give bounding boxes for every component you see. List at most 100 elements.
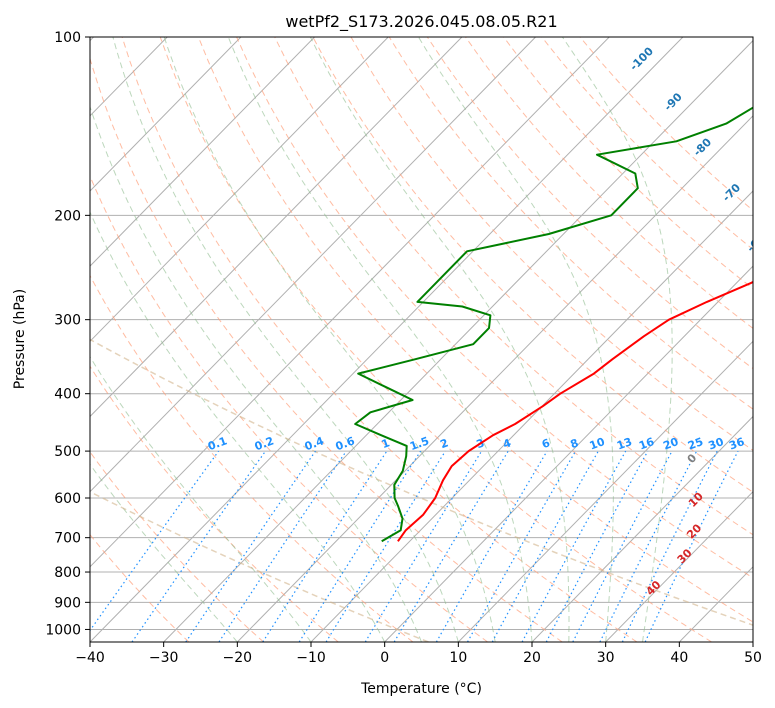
height-label: -90 — [662, 90, 685, 113]
mixing-ratio-line — [545, 450, 649, 642]
mixing-ratio-label: 0.4 — [303, 434, 326, 453]
mixing-ratio-label: 36 — [727, 435, 746, 453]
mixing-ratio-line — [599, 450, 698, 642]
x-tick-label: 50 — [744, 650, 762, 666]
isotherm-line — [605, 490, 753, 642]
moist-adiabat — [561, 37, 673, 642]
dry-adiabat — [426, 37, 753, 370]
mixing-ratio-line — [90, 450, 220, 632]
isotherm-line — [90, 37, 315, 267]
dry-adiabat — [236, 37, 753, 579]
moist-adiabat — [90, 105, 422, 642]
height-label: 30 — [675, 546, 695, 566]
dewpoint-profile-line — [354, 106, 753, 543]
dry-adiabat — [90, 274, 414, 642]
dry-adiabat — [90, 175, 488, 642]
height-label: -80 — [691, 135, 714, 158]
dry-adiabat — [90, 56, 563, 642]
y-tick-label: 600 — [54, 491, 81, 507]
reference-curve — [90, 490, 429, 642]
x-tick-label: 10 — [449, 650, 467, 666]
moist-adiabat — [90, 463, 238, 642]
x-tick-label: −10 — [296, 650, 326, 666]
x-tick-label: 30 — [597, 650, 615, 666]
mixing-ratio-label: 8 — [569, 436, 581, 451]
y-axis: 100 200 300 400 500 600 700 800 900 1000 — [45, 30, 90, 638]
mixing-ratio-label: 13 — [615, 435, 634, 452]
moist-adiabat — [112, 37, 459, 642]
mixing-ratio-label: 10 — [588, 435, 607, 453]
isotherm-line — [90, 37, 610, 568]
mixing-ratio-line — [185, 450, 316, 642]
isotherm-line — [752, 641, 753, 642]
mixing-ratio-line — [572, 450, 673, 642]
y-tick-label: 700 — [54, 531, 81, 547]
dry-adiabat — [579, 37, 753, 212]
x-tick-label: 20 — [523, 650, 541, 666]
mixing-ratio-line — [218, 450, 347, 642]
x-tick-label: −30 — [149, 650, 179, 666]
mixing-ratio-label: 16 — [637, 435, 656, 453]
mixing-ratio-line — [131, 450, 266, 642]
y-tick-label: 300 — [54, 313, 81, 329]
mixing-ratio-line — [262, 450, 388, 642]
height-label: 10 — [686, 490, 706, 510]
dry-adiabat — [90, 533, 190, 642]
y-tick-label: 900 — [54, 595, 81, 611]
dry-adiabat — [159, 37, 712, 642]
x-tick-label: 0 — [380, 650, 389, 666]
isotherm-line — [310, 190, 753, 642]
dry-adiabat — [350, 37, 753, 451]
dry-adiabat — [121, 37, 638, 642]
mixing-ratio-label: 1 — [380, 436, 392, 451]
height-label: 20 — [684, 521, 704, 541]
x-tick-label: −40 — [75, 650, 105, 666]
mixing-ratio-label: 30 — [707, 435, 726, 453]
x-axis-title: Temperature (°C) — [360, 681, 482, 697]
height-label: 40 — [644, 578, 664, 598]
plot-frame — [89, 36, 754, 643]
dry-adiabat — [197, 37, 753, 623]
isotherm-line — [90, 37, 463, 418]
isotherm-line — [678, 566, 753, 642]
moist-adiabat — [90, 210, 386, 642]
mixing-ratio-label: 25 — [686, 435, 705, 452]
y-tick-label: 500 — [54, 444, 81, 460]
mixing-ratio-label: 0.6 — [334, 434, 357, 453]
x-tick-label: 40 — [670, 650, 688, 666]
y-tick-label: 800 — [54, 565, 81, 581]
moist-adiabat — [163, 37, 496, 642]
moist-adiabat — [227, 37, 533, 642]
reference-curve — [90, 338, 753, 626]
mixing-ratio-line — [621, 450, 718, 642]
mixing-ratio-line — [364, 450, 483, 642]
mixing-ratio-line — [491, 450, 599, 642]
mixing-ratio-line — [435, 450, 548, 642]
moist-adiabat — [309, 37, 570, 642]
x-axis: −40 −30 −20 −10 0 10 20 30 40 50 — [75, 642, 762, 666]
height-label: -60 — [744, 231, 767, 254]
profile-series — [354, 106, 753, 543]
dry-adiabat — [274, 37, 753, 536]
mixing-ratio-line — [325, 450, 446, 642]
mixing-ratio-label: 0.2 — [253, 434, 276, 453]
isotherm-line — [163, 39, 753, 642]
mixing-ratio-line — [393, 450, 509, 642]
isotherm-line — [90, 37, 389, 343]
y-tick-label: 200 — [54, 208, 81, 224]
y-tick-label: 100 — [54, 30, 81, 46]
temperature-profile-line — [397, 280, 753, 542]
mixing-ratio-label: 20 — [661, 435, 680, 453]
mixing-ratio-line — [644, 450, 739, 642]
isotherm-line — [90, 37, 684, 642]
y-tick-label: 400 — [54, 387, 81, 403]
isotherm-line — [236, 115, 753, 642]
isotherm-line — [457, 340, 753, 642]
mixing-ratio-line — [298, 450, 422, 642]
y-axis-title: Pressure (hPa) — [12, 289, 28, 389]
x-tick-label: −20 — [223, 650, 253, 666]
dry-adiabat — [90, 451, 264, 642]
mixing-ratio-label: 4 — [501, 436, 513, 451]
isotherm-line — [90, 37, 242, 192]
